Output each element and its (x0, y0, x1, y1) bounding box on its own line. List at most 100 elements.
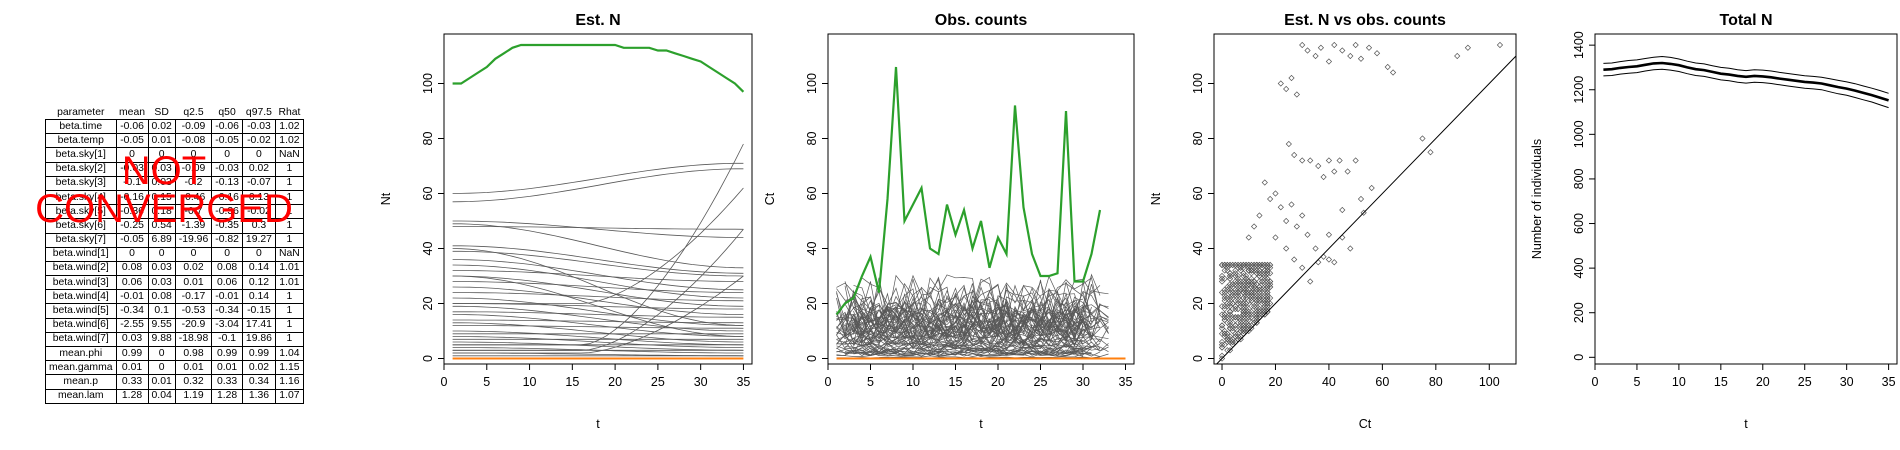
stats-value-cell: 1.02 (274, 118, 304, 135)
y-tick-label: 100 (805, 73, 819, 94)
scatter-point (1218, 261, 1226, 269)
scatter-point (1427, 149, 1434, 156)
stats-value-cell: 1.07 (274, 388, 304, 404)
x-tick-label: 35 (1119, 375, 1133, 389)
one-to-one-line (1216, 55, 1516, 364)
scatter-point (1240, 261, 1247, 269)
site-lines (452, 143, 744, 357)
scatter-point (1352, 157, 1359, 164)
scatter-point (1234, 283, 1242, 291)
scatter-point (1253, 294, 1260, 302)
count-trajectory (853, 323, 1084, 349)
stats-value-cell: -0.2 (174, 175, 213, 191)
scatter-point (1253, 319, 1260, 326)
y-tick-label: 20 (1191, 297, 1205, 311)
scatter-point (1320, 253, 1327, 260)
chart-title: Total N (1719, 12, 1772, 29)
stats-header-cell: Rhat (278, 107, 301, 118)
stats-value-cell: -0.07 (241, 175, 276, 191)
stats-header-row: parameter mean SD q2.5 q50 q97.5 Rhat (46, 106, 304, 120)
scatter-point (1237, 300, 1244, 307)
stats-value-cell: -0.7 (174, 204, 213, 220)
plot-frame (1213, 33, 1517, 365)
stats-row: beta.wind[6] -2.55 9.55 -20.9 -3.04 17.41 1 (45, 317, 304, 333)
scatter-point (1226, 311, 1234, 318)
stats-header-cell: mean (119, 107, 146, 118)
y-tick-label: 20 (805, 297, 819, 311)
y-tick-label: 600 (1572, 213, 1586, 234)
scatter-point (1307, 157, 1314, 164)
stats-value-cell: -0.09 (174, 118, 213, 135)
stats-row: beta.sky[1] 0 0 0 0 0 NaN (45, 147, 304, 163)
highlight-series-line (452, 43, 745, 93)
scatter-point (1315, 259, 1322, 266)
y-tick-label: 1000 (1572, 120, 1586, 148)
scatter-point (1250, 261, 1258, 269)
x-tick-label: 5 (867, 375, 874, 389)
y-tick-label: 1400 (1572, 31, 1586, 59)
scatter-point (1256, 272, 1263, 280)
site-trajectory (452, 143, 744, 346)
scatter-point (1245, 234, 1252, 241)
scatter-point (1232, 314, 1239, 321)
site-trajectory (452, 305, 744, 332)
scatter-point (1232, 305, 1239, 313)
scatter-point (1325, 157, 1333, 164)
stats-value-cell: 1.36 (241, 388, 276, 404)
x-tick-label: 35 (736, 375, 750, 389)
scatter-point (1253, 297, 1260, 304)
stats-row: beta.sky[3] -0.1 0.03 -0.2 -0.13 -0.07 1 (45, 175, 304, 191)
scatter-point (1336, 157, 1343, 164)
count-trajectory (853, 351, 1084, 357)
scatter-point (1218, 278, 1226, 285)
scatter-point (1304, 231, 1311, 238)
stats-row: beta.sky[2] -0.03 0.03 -0.09 -0.03 0.02 1 (45, 161, 304, 177)
stats-value-cell: -0.02 (241, 133, 276, 149)
stats-parameter-cell: mean.lam (45, 388, 117, 404)
x-tick-label: 25 (1798, 375, 1812, 389)
stats-value-cell: NaN (274, 147, 304, 163)
scatter-point (1221, 333, 1228, 340)
scatter-point (1218, 325, 1226, 332)
scatter-point (1232, 333, 1239, 340)
scatter-point (1331, 259, 1338, 266)
stats-row: beta.wind[5] -0.34 0.1 -0.53 -0.34 -0.15 1 (45, 303, 304, 319)
scatter-point (1299, 264, 1306, 271)
scatter-point (1259, 297, 1266, 304)
site-trajectory (452, 275, 744, 337)
x-axis-label: t (979, 417, 983, 431)
stats-value-cell: -0.09 (174, 161, 213, 177)
scatter-point (1226, 289, 1234, 296)
count-trajectory (836, 278, 1101, 333)
scatter-point (1226, 325, 1234, 332)
scatter-point (1245, 314, 1252, 321)
x-tick-label: 0 (1592, 375, 1599, 389)
scatter-point (1229, 338, 1236, 346)
scatter-point (1464, 44, 1471, 51)
scatter-point (1226, 261, 1234, 269)
site-trajectory (452, 292, 744, 302)
site-trajectory (452, 311, 744, 318)
scatter-point (1234, 300, 1242, 307)
scatter-point (1229, 305, 1236, 313)
total-n-lower-line (1603, 68, 1889, 109)
stats-value-cell: 0.13 (241, 189, 276, 206)
scatter-point (1240, 270, 1247, 277)
scatter-point (1261, 270, 1268, 277)
scatter-point (1419, 135, 1426, 142)
scatter-point (1248, 297, 1255, 304)
scatter-point (1226, 314, 1234, 321)
x-tick-label: 15 (565, 375, 579, 389)
scatter-point (1226, 300, 1234, 307)
scatter-point (1224, 333, 1231, 340)
scatter-point (1264, 261, 1271, 269)
scatter-point (1234, 275, 1242, 282)
obs-counts-chart: Obs. counts t Ct 0 5 10 15 20 25 30 35 0 20 40 60 80 100 (763, 12, 1135, 431)
y-tick-label: 80 (1191, 132, 1205, 146)
scatter-point (1272, 190, 1279, 197)
count-trajectory (853, 342, 1092, 355)
scatter-point (1248, 267, 1255, 274)
stats-row: beta.wind[3] 0.06 0.03 0.01 0.06 0.12 1.01 (45, 275, 304, 291)
site-trajectory (452, 270, 744, 282)
y-tick-label: 80 (421, 132, 435, 146)
